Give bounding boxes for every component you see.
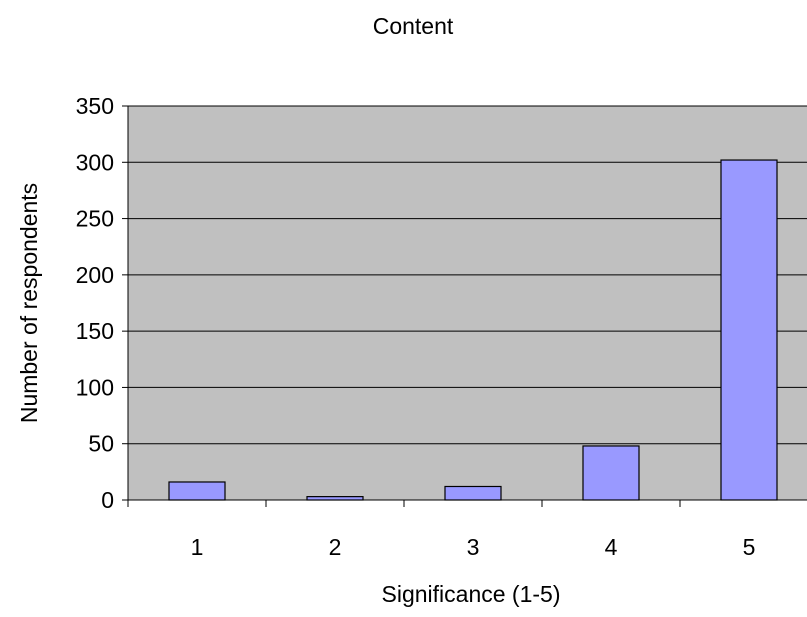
- x-tick-label: 3: [467, 534, 480, 560]
- bars: [168, 159, 778, 501]
- plot-area: [128, 106, 807, 500]
- x-tick-label: 1: [191, 534, 204, 560]
- y-tick-label: 200: [76, 262, 114, 288]
- x-tick-label: 5: [743, 534, 756, 560]
- bar: [444, 485, 502, 501]
- y-tick-label: 150: [76, 318, 114, 344]
- y-tick-label: 50: [88, 431, 114, 457]
- x-tick-label: 2: [329, 534, 342, 560]
- y-tick-label: 350: [76, 93, 114, 119]
- gridlines: [128, 105, 807, 445]
- y-axis-title: Number of respondents: [16, 183, 42, 423]
- bar: [720, 159, 778, 501]
- x-tick-label: 4: [605, 534, 618, 560]
- y-tick-label: 0: [101, 487, 114, 513]
- y-tick-label: 250: [76, 206, 114, 232]
- bar: [306, 496, 364, 501]
- x-axis: 1 2 3 4 5: [127, 499, 807, 560]
- chart-title: Content: [373, 13, 454, 39]
- y-tick-label: 300: [76, 149, 114, 175]
- bar: [582, 445, 640, 501]
- y-tick-label: 100: [76, 374, 114, 400]
- x-axis-title: Significance (1-5): [382, 581, 561, 607]
- y-axis: 0 50 100 150 200 250 300 350: [76, 93, 129, 513]
- bar: [168, 481, 226, 501]
